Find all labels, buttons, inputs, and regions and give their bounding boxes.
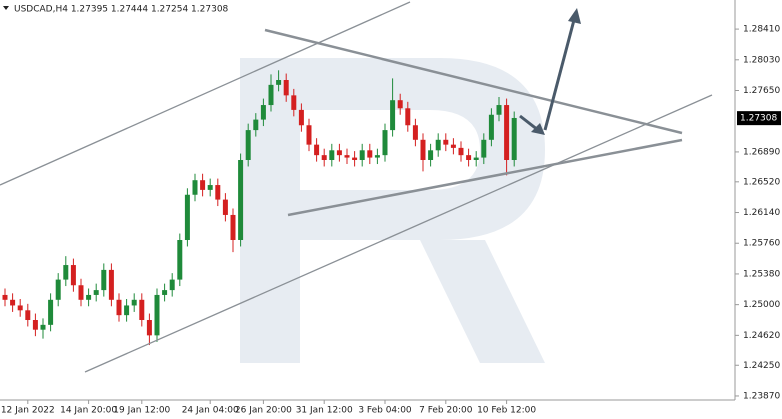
candle-body xyxy=(374,155,380,158)
candle-body xyxy=(496,105,502,115)
x-tick-label: 31 Jan 12:00 xyxy=(296,406,353,416)
candle-body xyxy=(184,194,190,240)
candle-body xyxy=(473,157,479,160)
candle-body xyxy=(230,214,236,240)
candle-body xyxy=(405,108,411,126)
y-tick-label: 1.24620 xyxy=(743,331,780,341)
candle-body xyxy=(146,320,152,336)
candle-body xyxy=(458,147,464,156)
x-tick-label: 19 Jan 12:00 xyxy=(113,406,170,416)
candle-body xyxy=(207,185,213,190)
candle-body xyxy=(283,80,289,96)
candle-body xyxy=(192,180,198,195)
candle-body xyxy=(2,294,8,300)
y-tick-label: 1.26140 xyxy=(743,208,780,218)
candle-body xyxy=(321,155,327,160)
candle-body xyxy=(329,150,335,160)
y-tick-label: 1.23870 xyxy=(743,391,780,401)
trend-lines xyxy=(0,1,713,373)
y-tick-label: 1.24250 xyxy=(743,361,780,371)
candle-body xyxy=(93,290,99,295)
candle-body xyxy=(390,100,396,131)
candle-body xyxy=(55,279,61,300)
y-tick-label: 1.28410 xyxy=(743,25,780,35)
x-tick-label: 10 Feb 12:00 xyxy=(477,406,536,416)
x-tick-label: 12 Jan 2022 xyxy=(1,406,55,416)
candle-body xyxy=(428,150,434,160)
candle-body xyxy=(108,269,114,300)
x-tick-label: 14 Jan 20:00 xyxy=(60,406,117,416)
x-tick-label: 3 Feb 04:00 xyxy=(358,406,412,416)
candles xyxy=(2,70,517,346)
candle-body xyxy=(10,299,16,306)
candle-body xyxy=(124,305,130,316)
candle-body xyxy=(63,265,69,280)
y-tick-label: 1.26890 xyxy=(743,147,780,157)
candle-body xyxy=(412,125,418,140)
x-tick-label: 26 Jan 20:00 xyxy=(235,406,292,416)
candle-body xyxy=(162,290,168,295)
x-tick-label: 24 Jan 04:00 xyxy=(182,406,239,416)
candle-body xyxy=(466,155,472,160)
candle-body xyxy=(245,130,251,160)
candle-body xyxy=(200,180,206,190)
candle-body xyxy=(253,119,259,131)
candle-body xyxy=(238,160,244,240)
candle-body xyxy=(397,100,403,109)
candle-body xyxy=(131,299,137,306)
candle-body xyxy=(78,285,84,300)
candle-body xyxy=(352,157,358,160)
candle-body xyxy=(260,105,266,120)
candle-body xyxy=(504,105,510,160)
candle-body xyxy=(420,139,426,160)
candle-body xyxy=(222,199,228,215)
chart-title: USDCAD,H4 1.27395 1.27444 1.27254 1.2730… xyxy=(14,5,229,15)
watermark xyxy=(240,58,545,363)
last-price-label: 1.27308 xyxy=(740,114,777,124)
candle-body xyxy=(344,155,350,158)
candle-body xyxy=(367,150,373,158)
forecast-arrows xyxy=(519,8,581,135)
candle-body xyxy=(177,240,183,280)
y-tick-label: 1.25760 xyxy=(743,239,780,249)
y-tick-label: 1.28030 xyxy=(743,55,780,65)
candle-body xyxy=(25,310,31,320)
candle-body xyxy=(32,320,38,330)
title-icon xyxy=(3,6,9,10)
candle-body xyxy=(298,109,304,126)
candle-body xyxy=(17,305,23,311)
candle-body xyxy=(382,130,388,156)
y-tick-label: 1.27650 xyxy=(743,86,780,96)
candle-body xyxy=(215,185,221,200)
candle-body xyxy=(139,299,145,320)
candle-body xyxy=(306,125,312,145)
last-price-box xyxy=(737,111,781,126)
y-tick-label: 1.25000 xyxy=(743,300,780,310)
candle-body xyxy=(40,324,46,330)
y-tick-label: 1.25380 xyxy=(743,269,780,279)
candle-body xyxy=(268,84,274,106)
candle-body xyxy=(511,117,517,160)
candle-body xyxy=(435,139,441,151)
candle-body xyxy=(101,269,107,291)
candle-body xyxy=(314,144,320,156)
candle-body xyxy=(488,114,494,140)
candle-body xyxy=(481,139,487,158)
candle-body xyxy=(336,150,342,156)
candle-body xyxy=(450,144,456,148)
y-tick-label: 1.26520 xyxy=(743,177,780,187)
candle-body xyxy=(154,294,160,336)
candle-body xyxy=(443,139,449,145)
candle-body xyxy=(116,299,122,316)
candle-body xyxy=(276,80,282,85)
candle-body xyxy=(291,95,297,110)
candle-body xyxy=(48,299,54,325)
candle-body xyxy=(70,265,76,286)
candle-body xyxy=(169,279,175,291)
x-tick-label: 7 Feb 20:00 xyxy=(419,406,473,416)
candle-body xyxy=(86,294,92,300)
candle-body xyxy=(359,150,365,160)
